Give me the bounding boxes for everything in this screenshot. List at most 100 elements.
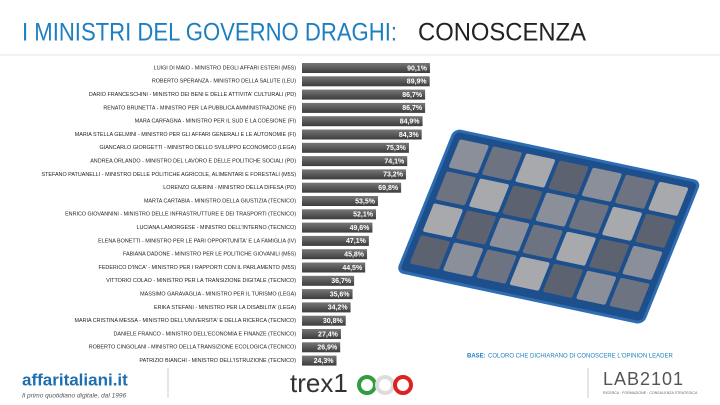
note-label: BASE: xyxy=(467,354,486,360)
bar xyxy=(302,222,373,233)
photo-collage xyxy=(398,129,700,324)
category-label: FEDERICO D'INCA' - MINISTRO PER I RAPPOR… xyxy=(99,265,297,271)
bar xyxy=(302,182,402,193)
bar xyxy=(302,196,378,206)
category-label: MARTA CARTABIA - MINISTRO DELLA GIUSTIZI… xyxy=(144,198,296,204)
bar xyxy=(302,209,376,220)
category-label: MARIA CRISTINA MESSA - MINISTRO DELL'UNI… xyxy=(74,318,296,324)
value-label: 86,7% xyxy=(402,92,423,99)
bar xyxy=(302,329,341,339)
value-label: 84,3% xyxy=(399,132,420,139)
photo xyxy=(569,199,609,234)
bar xyxy=(302,235,369,246)
value-label: 74,1% xyxy=(384,158,405,165)
bar xyxy=(302,315,346,326)
bar xyxy=(302,275,355,286)
category-label: DARIO FRANCESCHINI - MINISTRO DEI BENI E… xyxy=(89,92,296,98)
category-label: FABIANA DADONE - MINISTRO PER LE POLITIC… xyxy=(123,252,296,258)
value-label: 35,6% xyxy=(330,291,351,298)
value-label: 52,1% xyxy=(353,212,374,219)
photo xyxy=(648,181,689,216)
photo xyxy=(515,153,556,188)
photo xyxy=(582,167,622,202)
value-label: 30,8% xyxy=(323,318,344,325)
value-label: 26,9% xyxy=(317,345,338,352)
value-label: 84,9% xyxy=(400,119,421,126)
category-label: ANDREA ORLANDO - MINISTRO DEL LAVORO E D… xyxy=(90,159,296,165)
bar xyxy=(302,156,408,167)
photo xyxy=(436,171,476,206)
category-label: MARIA STELLA GELMINI - MINISTRO PER GLI … xyxy=(75,132,296,138)
category-label: LUCIANA LAMORGESE - MINISTRO DELL'INTERN… xyxy=(137,225,297,231)
photo xyxy=(548,160,589,195)
bar xyxy=(302,142,409,153)
category-label: RENATO BRUNETTA - MINISTRO PER LA PUBBLI… xyxy=(103,105,296,111)
photo xyxy=(556,231,596,266)
photo xyxy=(622,246,663,280)
value-label: 49,6% xyxy=(350,225,371,232)
bar xyxy=(302,169,406,180)
logo-rings xyxy=(357,375,413,395)
value-label: 75,3% xyxy=(386,145,407,152)
photo xyxy=(635,213,676,248)
category-label: MASSIMO GARAVAGLIA - MINISTRO PER IL TUR… xyxy=(140,292,296,298)
chart-subtitle: CONOSCENZA xyxy=(418,19,586,47)
logo-lab: LAB2101 xyxy=(603,369,684,389)
category-label: ERIKA STEFANI - MINISTRO PER LA DISABILI… xyxy=(154,305,296,311)
photo xyxy=(489,217,530,252)
photo xyxy=(509,256,550,291)
bar xyxy=(302,63,430,73)
category-label: DANIELE FRANCO - MINISTRO DELL'ECONOMIA … xyxy=(113,331,296,337)
bar xyxy=(302,249,368,260)
note: COLORO CHE DICHIARANO DI CONOSCERE L'OPI… xyxy=(488,354,674,360)
photo xyxy=(443,242,483,277)
photo xyxy=(576,270,616,305)
value-label: 44,5% xyxy=(342,265,363,272)
category-label: GIANCARLO GIORGETTI - MINISTRO DELLO SVI… xyxy=(100,145,297,151)
tagline: Il primo quotidiano digitale, dal 1996 xyxy=(22,393,126,400)
category-label: STEFANO PATUANELLI - MINISTRO DELLE POLI… xyxy=(41,172,296,178)
value-label: 47,1% xyxy=(346,238,367,245)
photo xyxy=(543,263,583,298)
photo xyxy=(589,238,629,273)
bar xyxy=(302,76,430,87)
category-label: ROBERTO SPERANZA - MINISTRO DELLA SALUTE… xyxy=(152,79,296,85)
photo xyxy=(602,206,642,241)
photo xyxy=(609,278,650,312)
value-label: 86,7% xyxy=(402,105,423,112)
bar xyxy=(302,116,423,127)
category-label: ROBERTO CINGOLANI - MINISTRO DELLA TRANS… xyxy=(89,345,296,351)
photo xyxy=(469,178,509,213)
photo xyxy=(535,192,576,227)
photo xyxy=(482,146,522,181)
photo xyxy=(423,203,463,238)
category-label: PATRIZIO BIANCHI - MINISTRO DELL'ISTRUZI… xyxy=(139,358,296,364)
category-label: ENRICO GIOVANNINI - MINISTRO DELLE INFRA… xyxy=(65,212,296,218)
value-label: 73,2% xyxy=(383,172,404,179)
value-label: 53,5% xyxy=(355,198,376,205)
brand: affaritaliani.it xyxy=(22,370,128,389)
bar xyxy=(302,102,426,113)
photo xyxy=(615,174,655,209)
logo-lab-tagline: RICERCA · FORMAZIONE · CONSULENZA STRATE… xyxy=(603,391,698,395)
bar xyxy=(302,262,366,273)
value-label: 90,1% xyxy=(407,65,428,72)
photo xyxy=(410,235,450,270)
value-label: 27,4% xyxy=(318,331,339,338)
value-label: 69,8% xyxy=(378,185,399,192)
value-label: 89,9% xyxy=(407,79,428,86)
logo-trex: trex1 xyxy=(290,368,348,398)
bar xyxy=(302,289,353,300)
photo xyxy=(448,139,489,174)
category-label: VITTORIO COLAO - MINISTRO PER LA TRANSIZ… xyxy=(106,278,296,284)
category-label: LUIGI DI MAIO - MINISTRO DEGLI AFFARI ES… xyxy=(154,65,296,71)
photo xyxy=(456,210,496,245)
chart-title: I MINISTRI DEL GOVERNO DRAGHI: xyxy=(22,19,397,47)
bar xyxy=(302,129,422,140)
bar xyxy=(302,342,341,353)
bar xyxy=(302,355,337,366)
category-label: ELENA BONETTI - MINISTRO PER LE PARI OPP… xyxy=(98,238,296,244)
bar xyxy=(302,89,426,100)
value-label: 45,8% xyxy=(344,252,365,259)
